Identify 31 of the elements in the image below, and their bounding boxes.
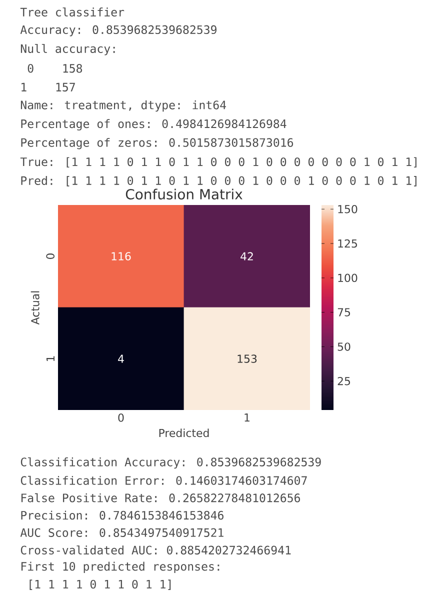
data-label: 42 xyxy=(240,252,253,260)
color-bar-label: 150 xyxy=(338,204,358,214)
data-label: 116 xyxy=(112,252,131,260)
text: Accuracy: 0.8539682539682539 xyxy=(20,25,216,36)
chart-title: Confusion Matrix xyxy=(126,188,242,200)
text: Name: treatment, dtype: int64 xyxy=(20,100,226,112)
text: True: [1 1 1 1 0 1 1 0 1 1 0 0 0 1 0 0 0 0 0 0 0 1 0 1 1] xyxy=(20,157,416,168)
text: 1 157 xyxy=(22,82,75,92)
text: False Positive Rate: 0.26582278481012656 xyxy=(21,493,300,502)
text: [1 1 1 1 0 1 1 0 1 1] xyxy=(30,580,171,590)
color-bar-label: 75 xyxy=(338,308,350,316)
text: First 10 predicted responses: xyxy=(21,562,220,573)
data-label: 153 xyxy=(238,354,257,363)
text: Classification Accuracy: 0.8539682539682539 xyxy=(20,457,321,469)
text: 0 158 xyxy=(28,64,82,73)
color-bar-label: 25 xyxy=(338,376,350,386)
color-bar-label: 100 xyxy=(338,274,358,282)
y-axis-title: Actual xyxy=(30,291,40,325)
text: Percentage of ones: 0.4984126984126984 xyxy=(21,119,286,130)
x-axis-title: Predicted xyxy=(159,428,209,438)
text: Classification Error: 0.14603174603174607 xyxy=(20,476,307,485)
text: Percentage of zeros: 0.5015873015873016 xyxy=(21,138,294,150)
text: Tree classifier xyxy=(20,7,124,16)
text: Pred: [1 1 1 1 0 1 1 0 1 1 0 0 0 1 0 0 0 1 0 0 0 1 0 1 1] xyxy=(21,176,416,186)
color-bar-label: 125 xyxy=(338,239,357,248)
data-label: 4 xyxy=(118,354,124,363)
text: Precision: 0.7846153846153846 xyxy=(21,510,224,520)
text: Null accuracy: xyxy=(20,44,115,56)
color-bar-label: 50 xyxy=(338,342,350,351)
text: Cross-validated AUC: 0.8854202732466941 xyxy=(20,545,291,554)
text: AUC Score: 0.8543497540917521 xyxy=(20,528,224,537)
